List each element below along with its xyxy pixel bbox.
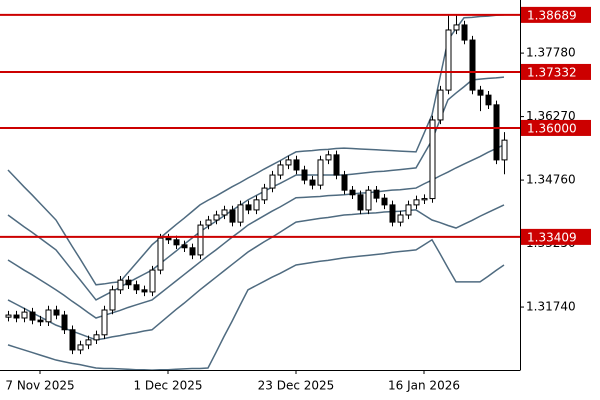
candle-body bbox=[325, 154, 332, 161]
candle-body bbox=[437, 89, 444, 121]
candle-body bbox=[189, 247, 196, 256]
candle-body bbox=[269, 174, 276, 189]
candle-body bbox=[125, 279, 132, 286]
band-line bbox=[7, 144, 505, 319]
candle-body bbox=[309, 179, 316, 186]
candle-body bbox=[397, 214, 404, 223]
x-tick-label: 1 Dec 2025 bbox=[133, 379, 202, 393]
candle-body bbox=[173, 239, 180, 246]
candle-body bbox=[149, 269, 156, 293]
candle-body bbox=[253, 199, 260, 211]
candle-body bbox=[205, 219, 212, 226]
candle-body bbox=[341, 174, 348, 191]
candle-body bbox=[445, 29, 452, 91]
level-label-box bbox=[521, 6, 591, 23]
y-tick-label: 1.36270 bbox=[526, 109, 576, 123]
candle-body bbox=[413, 199, 420, 206]
candle-body bbox=[5, 314, 12, 318]
band-line bbox=[7, 204, 505, 341]
candle-body bbox=[21, 311, 28, 319]
candle-body bbox=[181, 244, 188, 249]
x-tick-label: 7 Nov 2025 bbox=[5, 379, 74, 393]
candle-body bbox=[317, 159, 324, 186]
candle-body bbox=[349, 189, 356, 196]
y-tick-label: 1.34760 bbox=[526, 173, 576, 187]
candle-body bbox=[285, 159, 292, 166]
candle-body bbox=[365, 189, 372, 211]
candle-body bbox=[301, 169, 308, 181]
level-label: 1.37332 bbox=[527, 65, 577, 79]
candle-body bbox=[421, 198, 428, 201]
y-tick-label: 1.31740 bbox=[526, 300, 576, 314]
plot-area bbox=[5, 14, 508, 370]
candle-body bbox=[493, 104, 500, 161]
candle-body bbox=[165, 237, 172, 241]
band-line bbox=[7, 238, 505, 370]
candle-body bbox=[277, 164, 284, 176]
candle-body bbox=[69, 329, 76, 351]
candle-body bbox=[229, 209, 236, 223]
level-label: 1.33409 bbox=[527, 230, 577, 244]
candle-body bbox=[101, 309, 108, 336]
x-tick-label: 23 Dec 2025 bbox=[258, 379, 335, 393]
candle-body bbox=[357, 194, 364, 211]
candle-body bbox=[197, 224, 204, 256]
candle-body bbox=[373, 189, 380, 199]
candle-body bbox=[157, 237, 164, 271]
band-line bbox=[7, 76, 505, 301]
candle-body bbox=[61, 314, 68, 331]
candle-body bbox=[141, 289, 148, 293]
level-label: 1.36000 bbox=[527, 121, 577, 135]
candle-body bbox=[93, 334, 100, 341]
candle-body bbox=[405, 204, 412, 216]
candle-body bbox=[477, 89, 484, 96]
candle-body bbox=[77, 344, 84, 351]
level-label: 1.38689 bbox=[527, 8, 577, 22]
candle-body bbox=[333, 154, 340, 176]
candle-body bbox=[293, 159, 300, 171]
candle-body bbox=[469, 39, 476, 91]
candle-body bbox=[37, 319, 44, 323]
candle-body bbox=[237, 204, 244, 223]
band-line bbox=[7, 14, 505, 286]
x-tick-label: 16 Jan 2026 bbox=[388, 379, 460, 393]
candle-body bbox=[245, 204, 252, 211]
candle-body bbox=[381, 197, 388, 206]
y-tick-label: 1.37780 bbox=[526, 46, 576, 60]
candle-body bbox=[501, 139, 508, 161]
candle-body bbox=[485, 94, 492, 106]
level-label-box bbox=[521, 228, 591, 245]
level-label-box bbox=[521, 119, 591, 136]
candle-body bbox=[429, 119, 436, 200]
candle-body bbox=[53, 309, 60, 316]
candle-body bbox=[133, 284, 140, 291]
candle-body bbox=[453, 24, 460, 31]
candle-body bbox=[389, 204, 396, 223]
candle-body bbox=[85, 339, 92, 346]
candle-body bbox=[45, 309, 52, 323]
candle-body bbox=[461, 24, 468, 41]
candle-body bbox=[117, 279, 124, 291]
candle-body bbox=[13, 314, 20, 319]
candle-body bbox=[109, 289, 116, 311]
candle-body bbox=[261, 187, 268, 201]
candle-body bbox=[221, 209, 228, 216]
candle-body bbox=[29, 311, 36, 321]
candle-body bbox=[213, 214, 220, 221]
level-label-box bbox=[521, 63, 591, 80]
